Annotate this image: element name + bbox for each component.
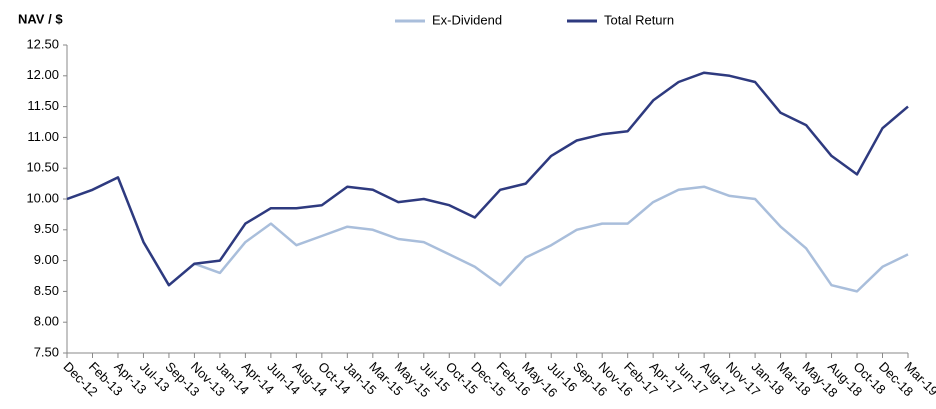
legend-label: Total Return [604,12,674,27]
y-tick-label: 7.50 [34,344,59,359]
y-tick-label: 10.00 [26,190,59,205]
y-tick-label: 8.00 [34,314,59,329]
y-tick-label: 11.00 [27,129,59,144]
y-tick-label: 12.50 [26,36,59,51]
legend-label: Ex-Dividend [432,12,502,27]
series-line [66,176,909,293]
y-tick-label: 11.50 [27,98,59,113]
y-tick-label: 8.50 [34,283,59,298]
series-line [66,71,909,287]
y-tick-label: 9.00 [34,252,59,267]
y-tick-label: 10.50 [26,160,59,175]
y-tick-label: 9.50 [34,221,59,236]
y-tick-label: 12.00 [26,67,59,82]
y-axis-label: NAV / $ [18,11,63,26]
